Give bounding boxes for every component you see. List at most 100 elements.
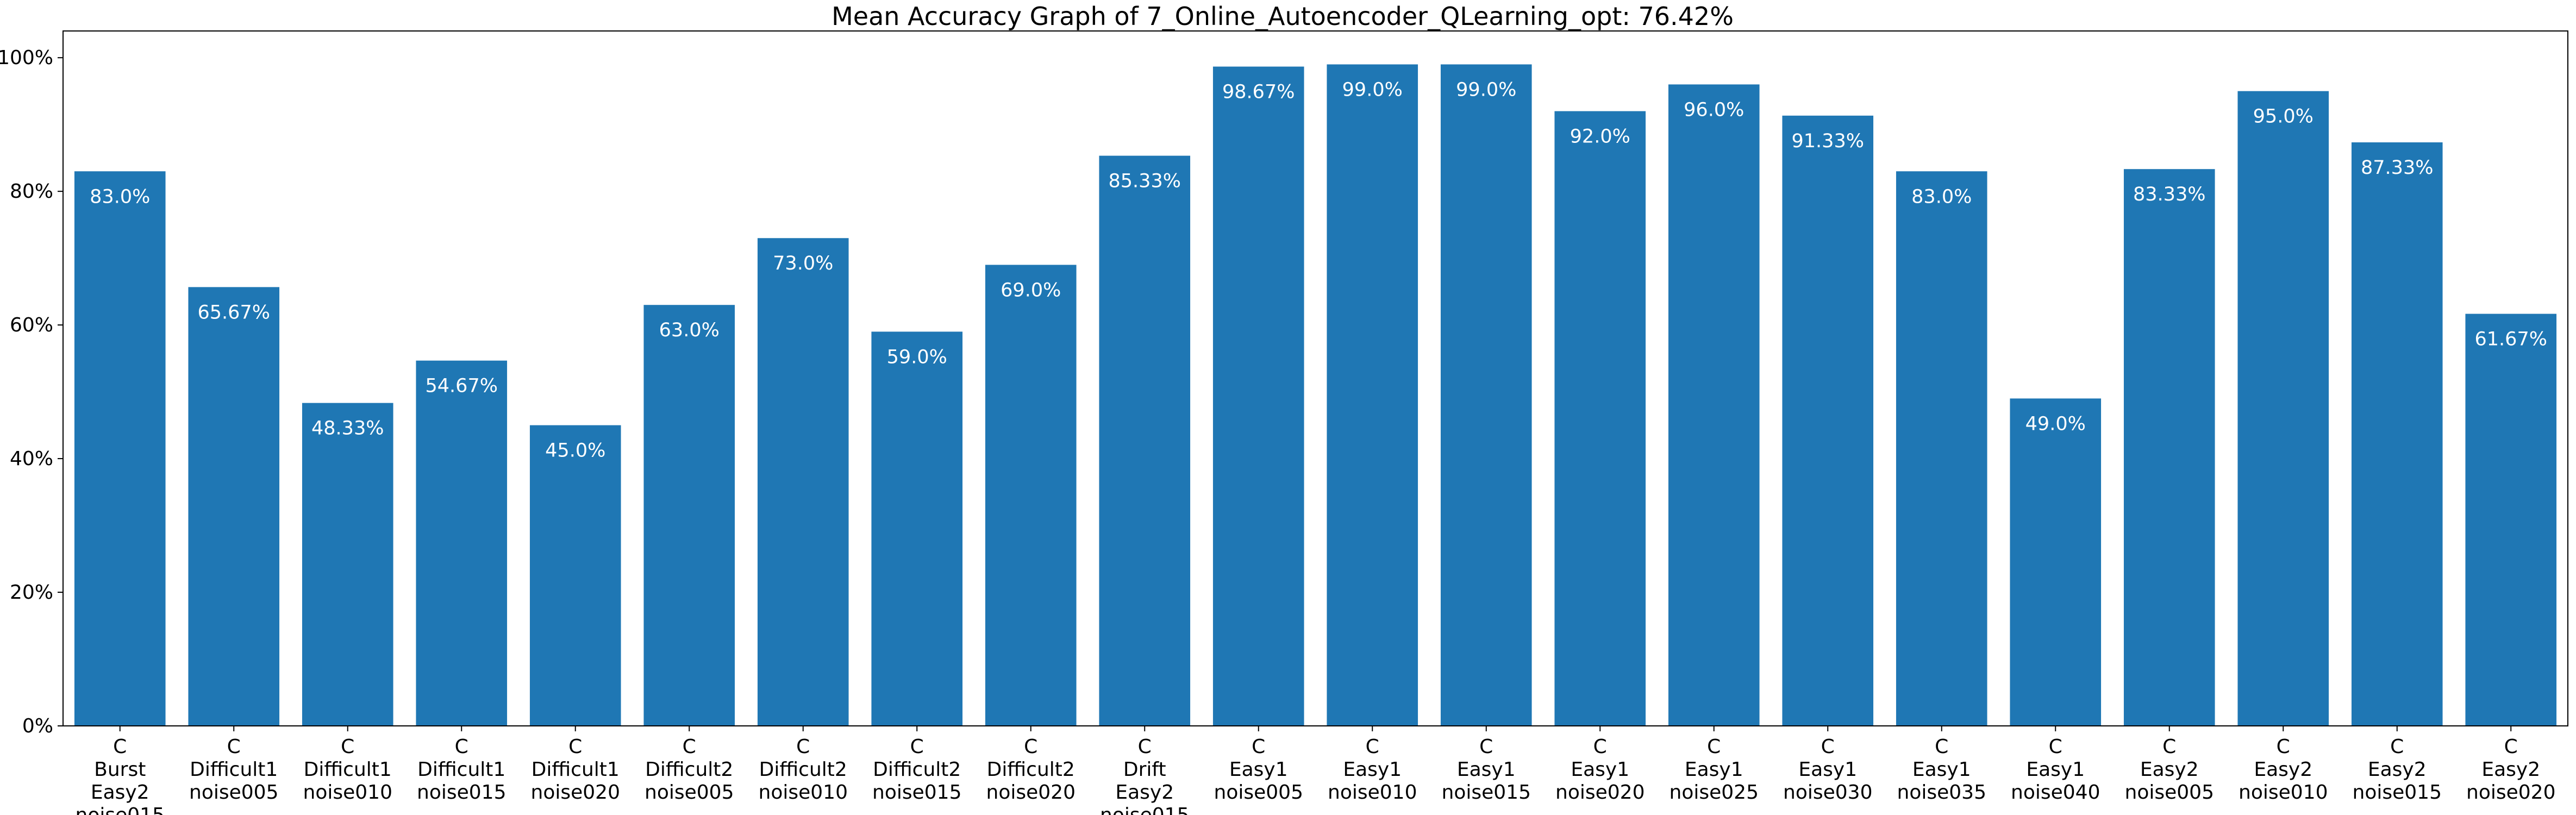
x-tick-label-line: Easy2 xyxy=(2140,758,2199,781)
bar-value-label: 48.33% xyxy=(311,418,384,440)
x-tick-label: C Difficult2 noise010 xyxy=(759,736,848,804)
x-tick-label-line: noise010 xyxy=(303,781,392,804)
x-tick-label-line: Easy1 xyxy=(1685,758,1743,781)
y-tick-label: 80% xyxy=(10,180,53,203)
x-tick-label-line: Easy1 xyxy=(1912,758,1971,781)
bar-value-label: 49.0% xyxy=(2025,413,2086,435)
bar xyxy=(416,360,508,726)
x-tick-label-line: Easy2 xyxy=(91,781,149,804)
bar xyxy=(1782,115,1874,726)
x-tick-label-line: C xyxy=(227,736,241,758)
x-tick-label-line: noise020 xyxy=(2466,781,2555,804)
x-tick-label-line: C xyxy=(1024,736,1037,758)
x-tick-label-line: Easy1 xyxy=(1571,758,1629,781)
x-tick-label-line: C xyxy=(1138,736,1152,758)
x-tick-label-line: C xyxy=(2390,736,2404,758)
x-tick-label: C Easy1 noise030 xyxy=(1783,736,1872,804)
x-tick-label: C Difficult1 noise010 xyxy=(303,736,392,804)
x-tick-label-line: noise015 xyxy=(1100,804,1189,815)
bar xyxy=(985,265,1077,726)
x-tick-label-line: Easy1 xyxy=(1457,758,1516,781)
x-tick-label-line: C xyxy=(341,736,354,758)
bar-value-label: 63.0% xyxy=(659,319,720,341)
x-tick-label-line: Difficult2 xyxy=(645,758,733,781)
bar xyxy=(1554,111,1646,726)
x-tick-label-line: C xyxy=(2504,736,2518,758)
x-tick-label-line: noise035 xyxy=(1897,781,1986,804)
x-tick-label-line: Easy2 xyxy=(1115,781,1174,804)
x-tick-label-line: C xyxy=(113,736,127,758)
bar-value-label: 54.67% xyxy=(426,375,498,397)
y-tick-label: 0% xyxy=(22,715,53,737)
x-tick-label: C Easy2 noise020 xyxy=(2466,736,2555,804)
bar xyxy=(1896,171,1987,726)
x-tick-label-line: noise010 xyxy=(759,781,848,804)
x-tick-label: CBurstEasy2noise015 xyxy=(76,736,165,815)
bar xyxy=(1099,155,1191,726)
x-tick-label-line: noise015 xyxy=(1442,781,1531,804)
x-tick-label-line: noise010 xyxy=(2239,781,2328,804)
x-tick-label-line: noise030 xyxy=(1783,781,1872,804)
x-tick-label-line: noise005 xyxy=(189,781,278,804)
x-tick-label-line: Difficult2 xyxy=(873,758,961,781)
x-tick-label-line: Easy2 xyxy=(2254,758,2312,781)
chart-title: Mean Accuracy Graph of 7_Online_Autoenco… xyxy=(831,2,1734,31)
x-tick-label-line: C xyxy=(1366,736,1379,758)
x-tick-label-line: C xyxy=(2277,736,2290,758)
y-tick-label: 40% xyxy=(10,448,53,470)
x-tick-label-line: Difficult1 xyxy=(532,758,620,781)
x-tick-label-line: C xyxy=(1252,736,1265,758)
x-tick-label-line: C xyxy=(2162,736,2176,758)
x-tick-label: C Difficult1 noise020 xyxy=(531,736,620,804)
y-tick-label: 20% xyxy=(10,581,53,604)
x-tick-label-line: Easy2 xyxy=(2368,758,2427,781)
bar xyxy=(643,305,735,726)
bar-value-label: 65.67% xyxy=(198,302,270,323)
bar xyxy=(2123,169,2215,726)
x-tick-label: C Difficult2 noise005 xyxy=(645,736,734,804)
x-tick-label: C Easy1 noise010 xyxy=(1328,736,1417,804)
bar-value-label: 98.67% xyxy=(1222,82,1295,103)
bar xyxy=(757,238,849,726)
bar-value-label: 92.0% xyxy=(1570,126,1630,148)
bar xyxy=(871,331,963,726)
x-tick-label-line: Difficult1 xyxy=(304,758,392,781)
bar-value-label: 83.0% xyxy=(90,186,150,208)
bar-value-label: 99.0% xyxy=(1342,79,1403,101)
bar xyxy=(2465,314,2557,726)
x-tick-label: C Easy1 noise035 xyxy=(1897,736,1986,804)
x-tick-label: C Easy1 noise005 xyxy=(1214,736,1303,804)
plot-frame xyxy=(62,30,2568,726)
x-tick-label-line: noise005 xyxy=(645,781,734,804)
x-tick-label-line: noise040 xyxy=(2011,781,2100,804)
bar-value-label: 95.0% xyxy=(2253,106,2314,128)
bar xyxy=(1212,66,1304,726)
bar-value-label: 99.0% xyxy=(1456,79,1516,101)
bar xyxy=(188,287,280,726)
y-axis: 0% 20% 40% 60% 80% 100% xyxy=(0,47,63,737)
x-tick-label-line: Difficult1 xyxy=(417,758,505,781)
x-tick-label-line: Easy1 xyxy=(2026,758,2085,781)
x-tick-label: C Easy2 noise010 xyxy=(2239,736,2328,804)
bar-value-label: 87.33% xyxy=(2361,157,2433,179)
bar xyxy=(1440,64,1532,726)
bar xyxy=(1668,84,1760,726)
x-tick-label-line: C xyxy=(1935,736,1948,758)
bar-value-label: 91.33% xyxy=(1792,130,1864,152)
x-tick-label-line: Easy1 xyxy=(1798,758,1857,781)
x-tick-label-line: noise010 xyxy=(1328,781,1417,804)
x-tick-label: C Difficult1 noise015 xyxy=(417,736,506,804)
x-tick-label-line: Difficult2 xyxy=(759,758,847,781)
x-tick-label-line: noise015 xyxy=(2353,781,2442,804)
x-tick-label: C Difficult1 noise005 xyxy=(189,736,278,804)
bar-value-label: 61.67% xyxy=(2475,329,2547,350)
x-tick-label-line: noise015 xyxy=(76,804,165,815)
bar xyxy=(74,171,166,726)
y-tick-label: 100% xyxy=(0,47,53,69)
x-tick-label-line: C xyxy=(1707,736,1721,758)
x-tick-label-line: Difficult1 xyxy=(190,758,278,781)
bar-value-label: 69.0% xyxy=(1001,279,1061,301)
x-tick-label: C Easy1 noise020 xyxy=(1555,736,1645,804)
x-tick-label-line: Difficult2 xyxy=(987,758,1075,781)
